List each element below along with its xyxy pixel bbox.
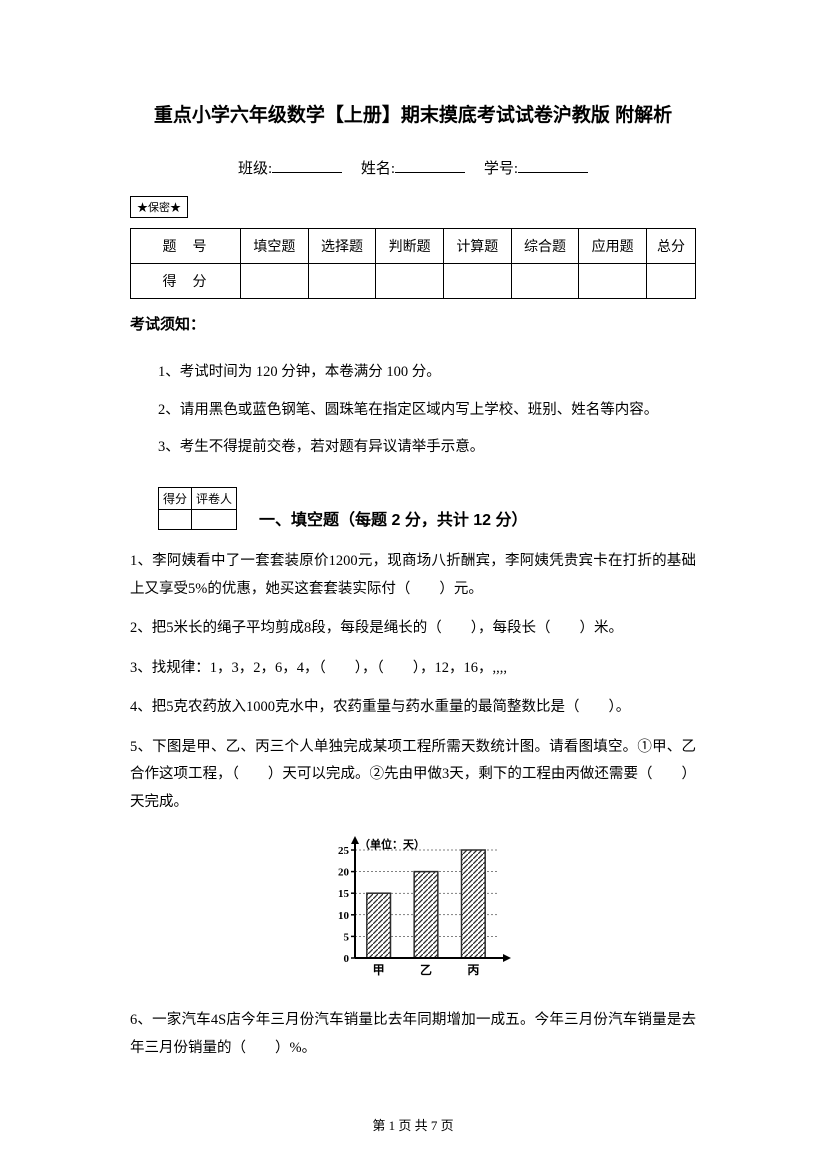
instruction-item: 2、请用黑色或蓝色钢笔、圆珠笔在指定区域内写上学校、班别、姓名等内容。 (158, 392, 696, 430)
svg-text:25: 25 (338, 845, 350, 857)
notice-title: 考试须知： (130, 313, 696, 334)
question-item: 2、把5米长的绳子平均剪成8段，每段是绳长的（ ），每段长（ ）米。 (130, 615, 696, 643)
secret-badge: ★保密★ (130, 196, 188, 218)
question-item: 1、李阿姨看中了一套套装原价1200元，现商场八折酬宾，李阿姨凭贵宾卡在打折的基… (130, 548, 696, 603)
col-head: 应用题 (579, 229, 647, 264)
svg-text:20: 20 (338, 867, 350, 879)
score-cell (376, 264, 444, 299)
col-head: 判断题 (376, 229, 444, 264)
svg-text:（单位：天）: （单位：天） (359, 837, 425, 851)
score-cell (646, 264, 695, 299)
col-head: 总分 (646, 229, 695, 264)
col-head: 计算题 (444, 229, 512, 264)
id-label: 学号: (484, 161, 518, 177)
chart-svg: （单位：天） 0 5 10 15 20 25 甲 乙 丙 (313, 834, 513, 984)
col-head: 填空题 (241, 229, 309, 264)
score-cell (241, 264, 309, 299)
question-item: 3、找规律：1，3，2，6，4，（ ），（ ），12，16，,,,, (130, 655, 696, 683)
score-label: 得分 (131, 264, 241, 299)
instruction-item: 3、考生不得提前交卷，若对题有异议请举手示意。 (158, 429, 696, 467)
instruction-item: 1、考试时间为 120 分钟，本卷满分 100 分。 (158, 354, 696, 392)
mini-head: 评卷人 (192, 488, 237, 510)
score-table: 题号 填空题 选择题 判断题 计算题 综合题 应用题 总分 得分 (130, 228, 696, 299)
svg-text:乙: 乙 (420, 963, 432, 977)
score-cell (444, 264, 512, 299)
doc-title: 重点小学六年级数学【上册】期末摸底考试试卷沪教版 附解析 (130, 100, 696, 127)
score-cell (308, 264, 376, 299)
page-footer: 第 1 页 共 7 页 (0, 1115, 826, 1134)
svg-text:丙: 丙 (467, 963, 479, 977)
question-item: 5、下图是甲、乙、丙三个人单独完成某项工程所需天数统计图。请看图填空。①甲、乙合… (130, 734, 696, 817)
score-cell (511, 264, 579, 299)
question-item: 4、把5克农药放入1000克水中，农药重量与药水重量的最简整数比是（ ）。 (130, 694, 696, 722)
name-blank (395, 157, 465, 173)
col-head: 综合题 (511, 229, 579, 264)
col-head: 选择题 (308, 229, 376, 264)
grader-table: 得分 评卷人 (158, 487, 237, 530)
score-cell (579, 264, 647, 299)
table-row: 得分 (131, 264, 696, 299)
svg-text:甲: 甲 (373, 963, 385, 977)
mini-cell (192, 510, 237, 530)
student-info: 班级: 姓名: 学号: (130, 157, 696, 178)
section-header: 得分 评卷人 一、填空题（每题 2 分，共计 12 分） (158, 487, 696, 530)
class-blank (272, 157, 342, 173)
svg-text:5: 5 (344, 932, 350, 944)
id-blank (518, 157, 588, 173)
svg-text:0: 0 (344, 953, 350, 965)
svg-text:10: 10 (338, 910, 350, 922)
instructions: 1、考试时间为 120 分钟，本卷满分 100 分。 2、请用黑色或蓝色钢笔、圆… (158, 354, 696, 467)
mini-head: 得分 (159, 488, 192, 510)
svg-text:15: 15 (338, 889, 350, 901)
class-label: 班级: (238, 161, 272, 177)
header-label: 题号 (131, 229, 241, 264)
question-item: 6、一家汽车4S店今年三月份汽车销量比去年同期增加一成五。今年三月份汽车销量是去… (130, 1007, 696, 1062)
name-label: 姓名: (361, 161, 395, 177)
section-title: 一、填空题（每题 2 分，共计 12 分） (259, 506, 527, 530)
table-row: 题号 填空题 选择题 判断题 计算题 综合题 应用题 总分 (131, 229, 696, 264)
bar-chart: （单位：天） 0 5 10 15 20 25 甲 乙 丙 (130, 834, 696, 989)
mini-cell (159, 510, 192, 530)
